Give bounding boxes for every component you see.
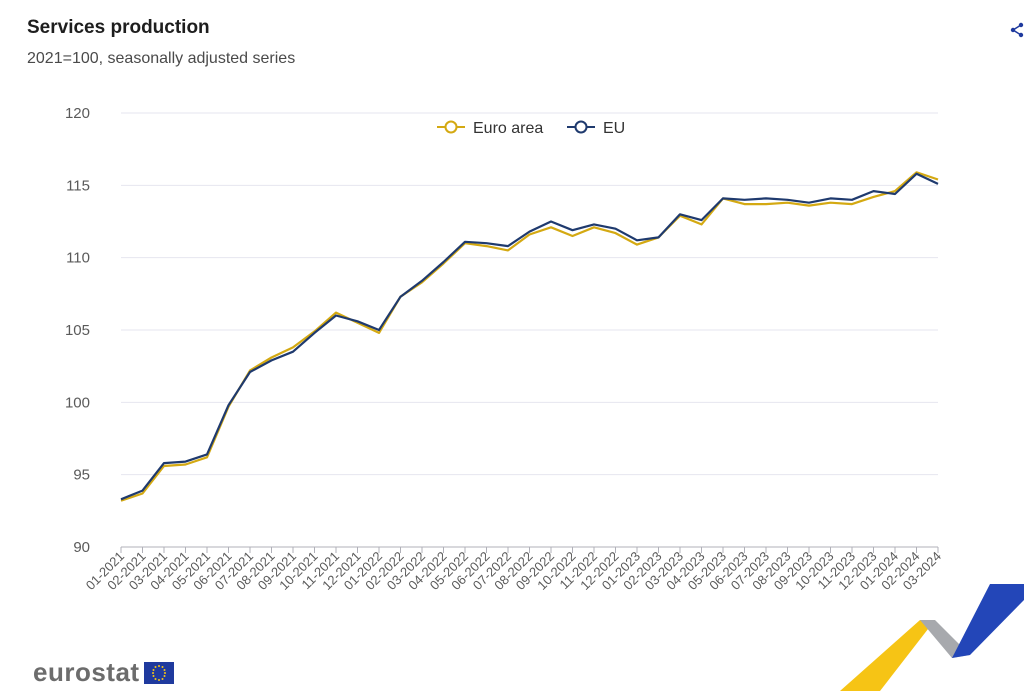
eu-flag-icon — [143, 661, 174, 684]
y-tick-label: 95 — [73, 467, 90, 484]
legend-label-eu: EU — [603, 120, 625, 137]
legend-label-euro-area: Euro area — [473, 120, 543, 137]
chart-title: Services production — [27, 17, 210, 38]
y-tick-label: 105 — [65, 322, 90, 339]
series-line-euro-area — [120, 171, 939, 502]
eurostat-logo: eurostat — [33, 657, 174, 688]
y-tick-label: 90 — [73, 539, 90, 556]
legend-marker-euro-area — [444, 120, 458, 134]
share-icon[interactable] — [1010, 22, 1024, 38]
chart-subtitle: 2021=100, seasonally adjusted series — [27, 50, 296, 67]
legend-marker-eu — [574, 120, 588, 134]
decorative-chevron-graphic — [840, 584, 1024, 691]
y-tick-label: 100 — [65, 394, 90, 411]
series-line-eu — [120, 172, 939, 501]
y-tick-label: 120 — [65, 105, 90, 122]
y-tick-label: 115 — [66, 177, 90, 194]
logo-text: eurostat — [33, 657, 140, 687]
y-tick-label: 110 — [66, 250, 90, 267]
